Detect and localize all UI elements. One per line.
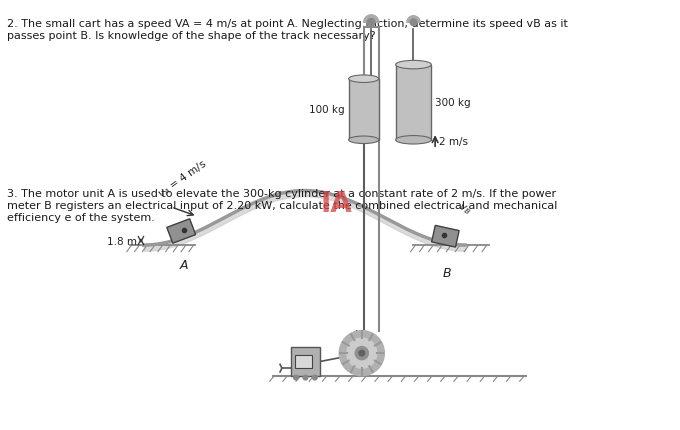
Text: $\mathit{v}_A$ = 4 m/s: $\mathit{v}_A$ = 4 m/s	[155, 157, 209, 201]
Text: 2 m/s: 2 m/s	[439, 136, 468, 146]
Text: 1.8 m: 1.8 m	[107, 237, 137, 246]
Circle shape	[359, 350, 364, 356]
Text: passes point B. Is knowledge of the shape of the track necessary?: passes point B. Is knowledge of the shap…	[7, 31, 375, 41]
Text: 300 kg: 300 kg	[435, 98, 471, 108]
Circle shape	[410, 20, 417, 27]
Text: meter B registers an electrical input of 2.20 kW, calculate the combined electri: meter B registers an electrical input of…	[7, 200, 557, 210]
Polygon shape	[432, 226, 459, 248]
Text: 2. The small cart has a speed VA = 4 m/s at point A. Neglecting friction, determ: 2. The small cart has a speed VA = 4 m/s…	[7, 18, 567, 28]
Bar	[295, 355, 312, 368]
Wedge shape	[407, 17, 420, 23]
Circle shape	[313, 375, 317, 380]
Text: efficiency e of the system.: efficiency e of the system.	[7, 213, 154, 223]
Text: $\mathit{v}_B$: $\mathit{v}_B$	[456, 200, 473, 217]
Polygon shape	[167, 219, 196, 244]
Circle shape	[367, 19, 375, 27]
Circle shape	[347, 338, 377, 368]
Ellipse shape	[349, 137, 379, 144]
Text: B: B	[294, 350, 301, 359]
Circle shape	[303, 375, 308, 380]
Ellipse shape	[349, 76, 379, 83]
Text: IA: IA	[320, 189, 352, 217]
Wedge shape	[364, 16, 379, 23]
Bar	[349, 80, 379, 141]
Ellipse shape	[396, 136, 431, 144]
Text: A: A	[352, 329, 358, 338]
Text: A: A	[180, 258, 188, 272]
Ellipse shape	[396, 61, 431, 70]
Text: B: B	[443, 266, 452, 279]
Circle shape	[355, 347, 369, 360]
Bar	[396, 65, 431, 141]
Text: 3. The motor unit A is used to elevate the 300-kg cylinder at a constant rate of: 3. The motor unit A is used to elevate t…	[7, 188, 556, 198]
Bar	[291, 348, 320, 376]
Circle shape	[294, 375, 299, 380]
Circle shape	[339, 331, 384, 376]
Text: 100 kg: 100 kg	[309, 104, 345, 114]
